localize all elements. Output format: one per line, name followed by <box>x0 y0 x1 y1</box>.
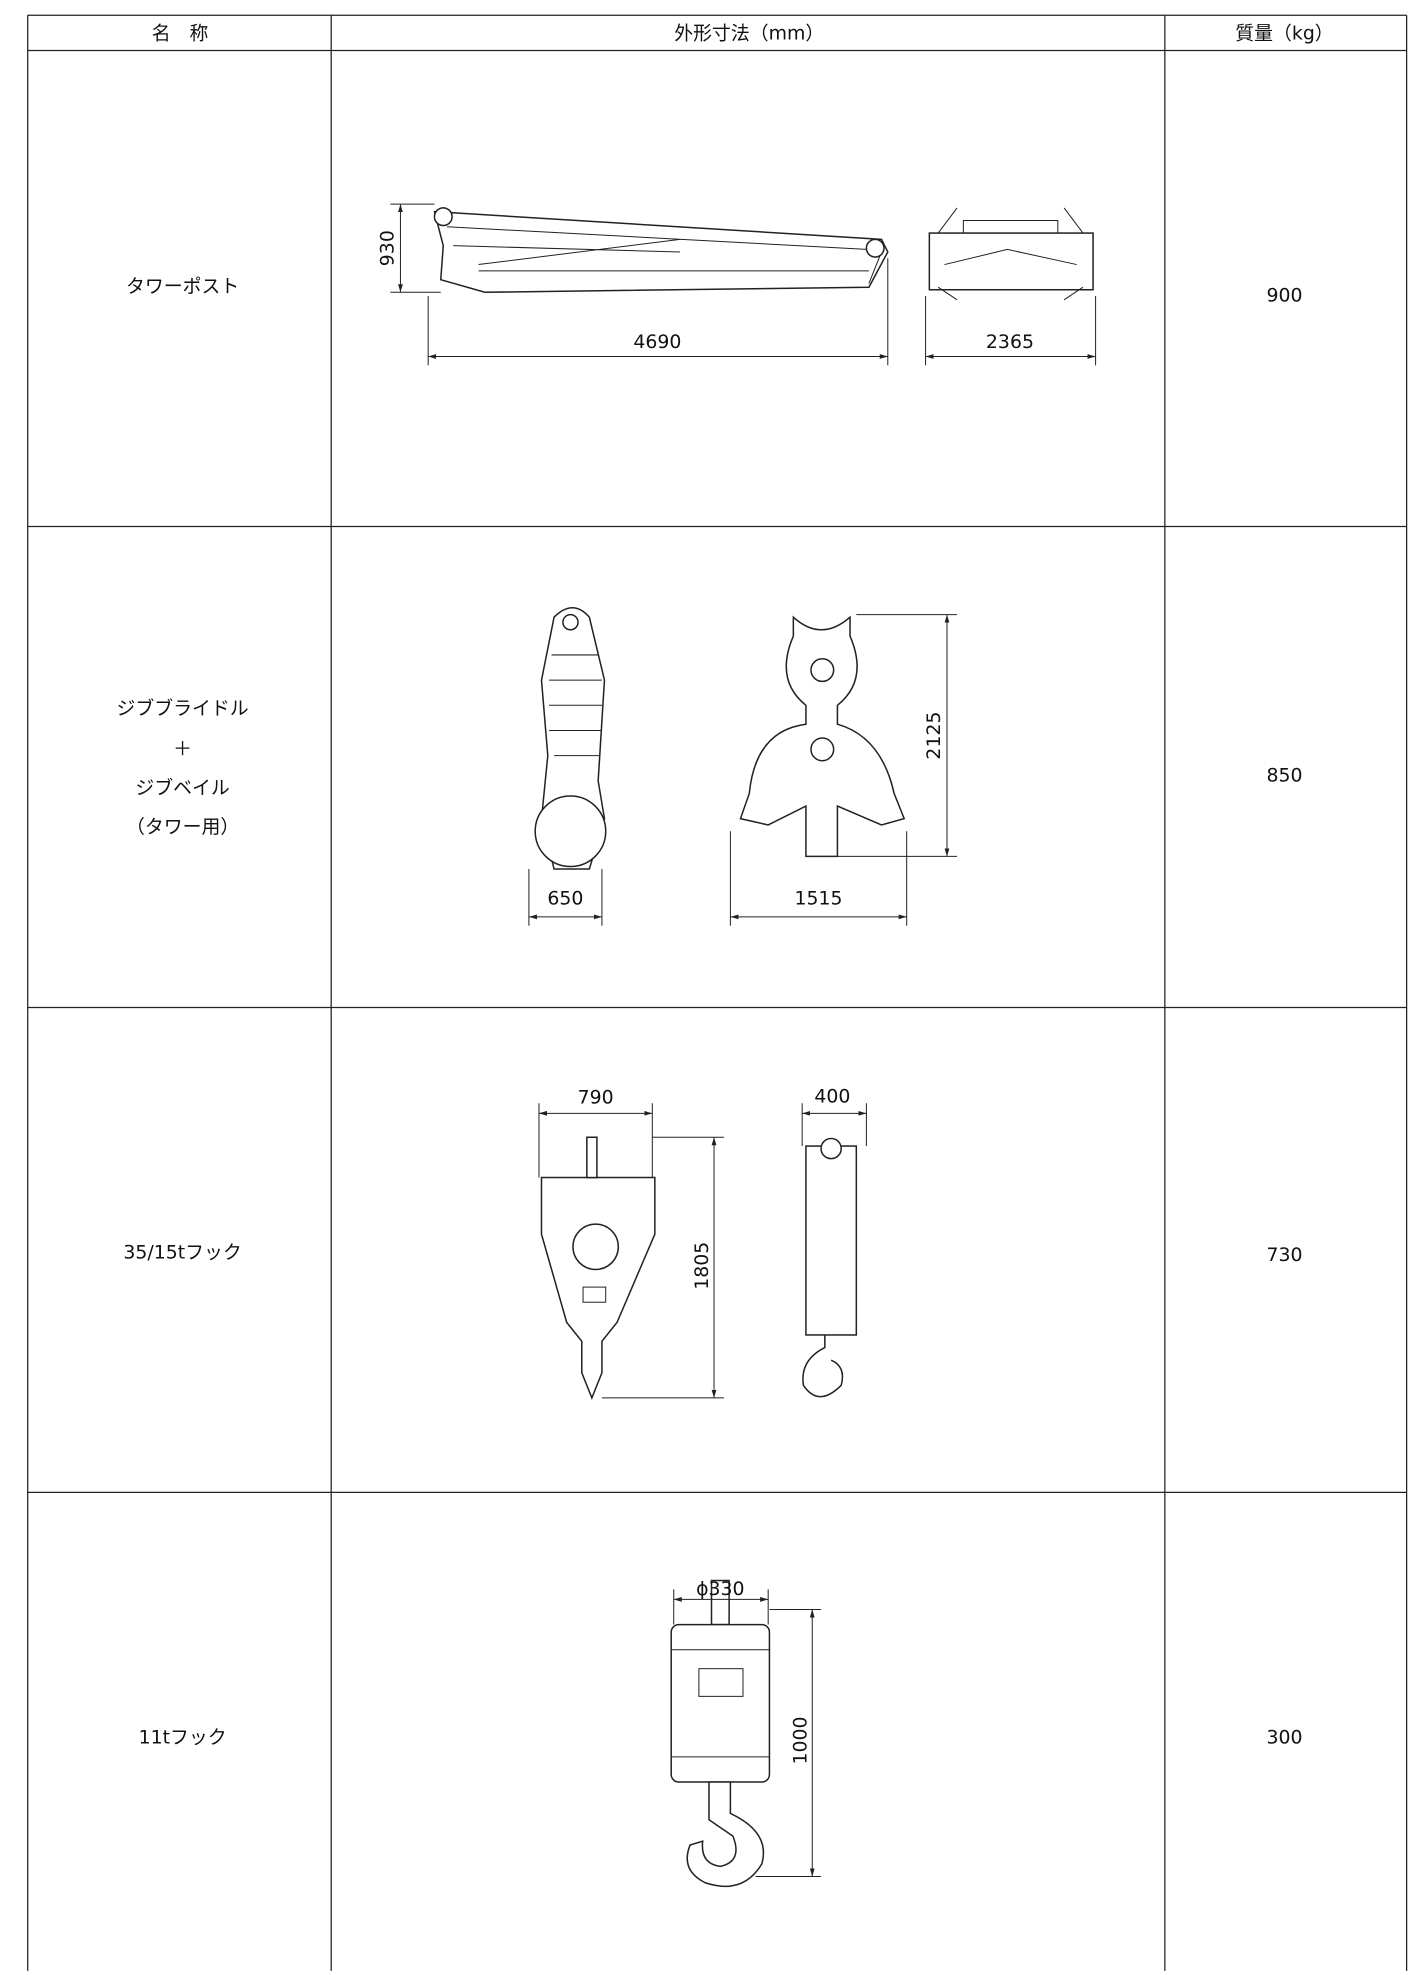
dimension-label: 930 <box>376 230 398 266</box>
mass: 730 <box>1266 1244 1302 1266</box>
item-name: 35/15tフック <box>123 1242 241 1264</box>
header-cell: 質量（kg） <box>1235 23 1333 45</box>
item-name: ジブベイル <box>135 776 229 799</box>
dimension-label: 4690 <box>633 331 681 353</box>
dimension-label: 1805 <box>691 1242 713 1290</box>
item-name: タワーポスト <box>126 276 239 298</box>
dimension-label: 1000 <box>789 1716 811 1764</box>
hook-35t-drawing <box>538 1103 867 1400</box>
dimension-label: 790 <box>578 1087 614 1109</box>
item-name: 11tフック <box>139 1726 227 1748</box>
mass: 900 <box>1266 285 1302 307</box>
dimension-label: 1515 <box>795 888 843 910</box>
mass: 850 <box>1266 764 1302 786</box>
jib-bridle-drawing <box>528 606 958 926</box>
header-cell: 名 称 <box>152 23 209 45</box>
mass: 300 <box>1266 1726 1302 1748</box>
dimension-label: 2125 <box>923 712 945 760</box>
dimension-label: 400 <box>814 1085 850 1107</box>
item-name: （タワー用） <box>126 816 239 838</box>
header-cell: 外形寸法（mm） <box>674 23 824 45</box>
table-grid <box>27 14 1408 1971</box>
tower-post-dimensions <box>390 203 1097 366</box>
item-name: ＋ <box>173 738 192 760</box>
hook-11t-drawing <box>670 1579 822 1887</box>
tower-post-drawing <box>433 207 1094 301</box>
dimension-label: ϕ330 <box>696 1578 744 1600</box>
dimension-label: 650 <box>547 888 583 910</box>
item-name: ジブブライドル <box>117 697 249 720</box>
dimension-label: 2365 <box>986 331 1034 353</box>
